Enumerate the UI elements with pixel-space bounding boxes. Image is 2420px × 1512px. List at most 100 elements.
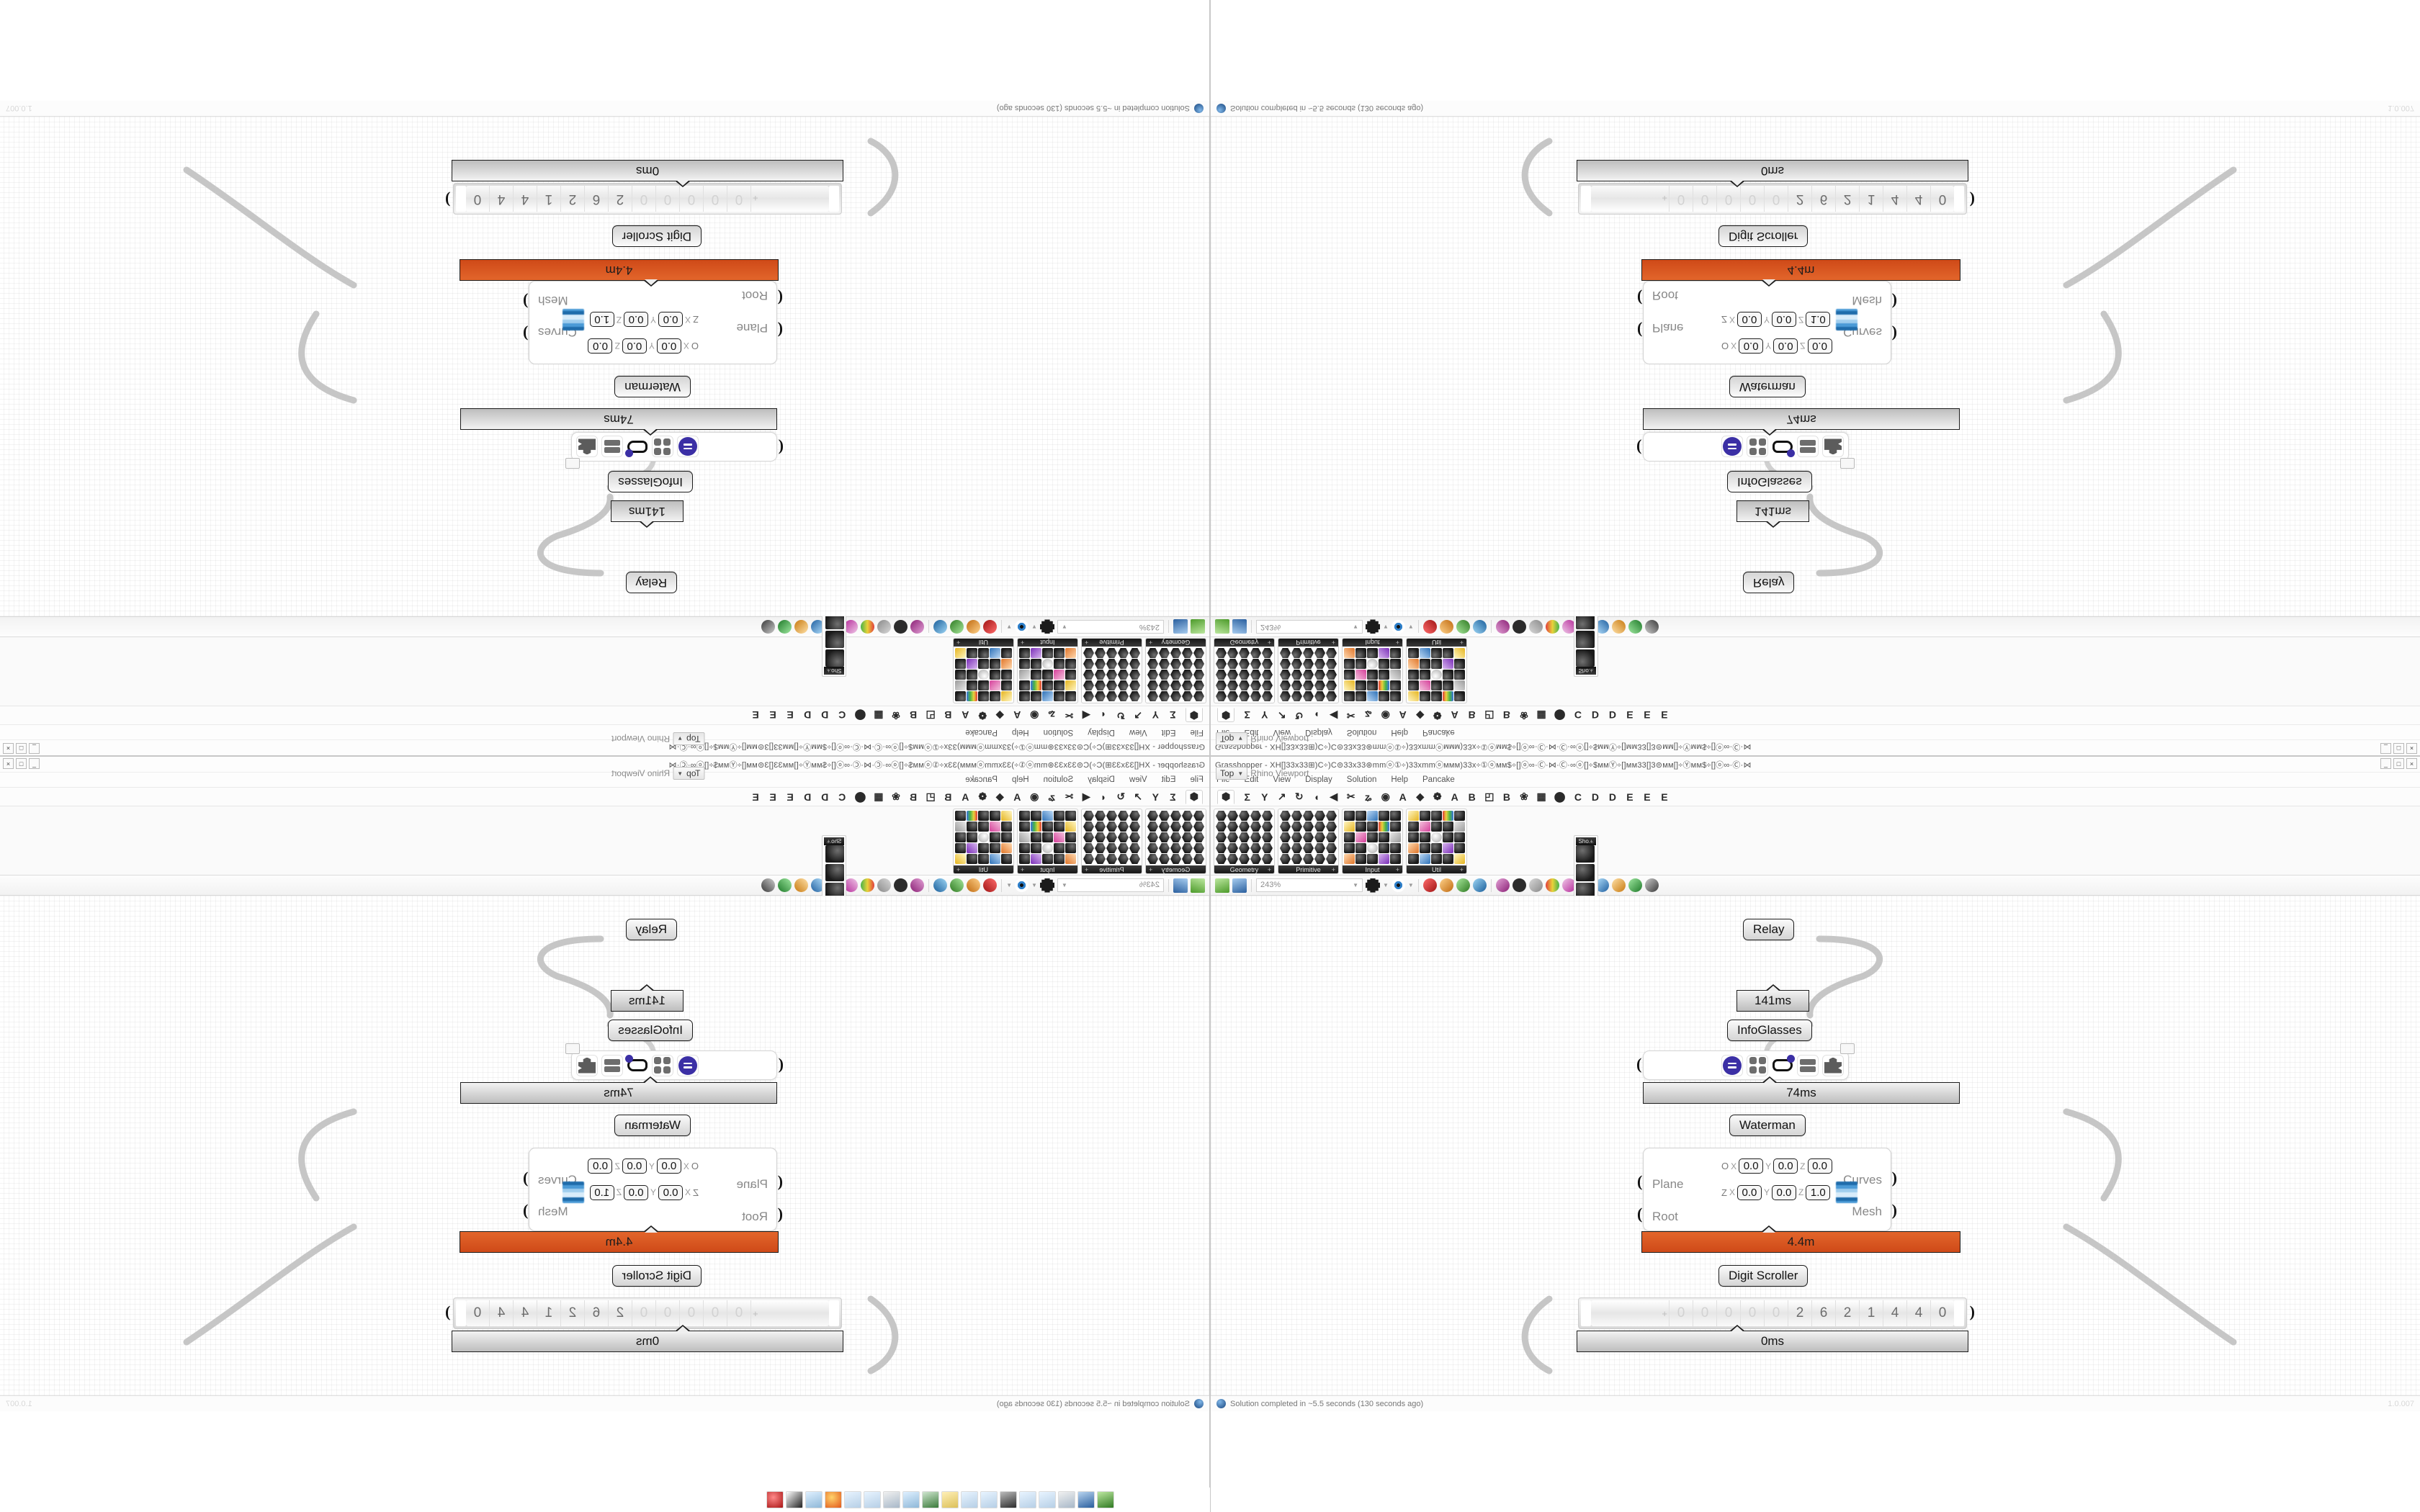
ribbon-component-icon[interactable] <box>1019 670 1030 680</box>
node-relay[interactable]: Relay <box>1743 919 1795 940</box>
ribbon-component-icon[interactable] <box>1344 659 1355 669</box>
node-digit-scroller-caption[interactable]: Digit Scroller <box>1718 1265 1809 1287</box>
ribbon-component-icon[interactable] <box>1390 659 1401 669</box>
ribbon-tab-16[interactable]: B <box>909 709 918 721</box>
ribbon-component-icon[interactable] <box>1355 832 1366 842</box>
open-file-icon[interactable] <box>1215 619 1229 634</box>
ribbon-group-util[interactable]: Util <box>1406 638 1467 703</box>
menu-file[interactable]: File <box>1190 728 1204 737</box>
ribbon-component-icon[interactable] <box>1001 811 1012 821</box>
gradient-icon[interactable] <box>1545 620 1559 634</box>
ribbon-component-icon[interactable] <box>1147 854 1158 864</box>
ribbon-component-icon[interactable] <box>1250 670 1261 680</box>
save-icon[interactable] <box>1077 1491 1095 1508</box>
folder-icon[interactable] <box>941 1491 959 1508</box>
ribbon-component-icon[interactable] <box>1431 854 1442 864</box>
ribbon-component-icon[interactable] <box>825 864 844 881</box>
scroller-digit-11[interactable]: 4 <box>490 186 514 212</box>
ribbon-component-icon[interactable] <box>1390 648 1401 658</box>
bake-icon[interactable] <box>967 878 981 892</box>
menu-display[interactable]: Display <box>1305 728 1332 737</box>
ribbon-component-icon[interactable] <box>1054 659 1065 669</box>
preview-eye-icon[interactable] <box>1015 620 1029 634</box>
scissors-icon[interactable] <box>1512 620 1526 634</box>
ribbon-tab-16[interactable]: B <box>1502 709 1511 721</box>
input-port-root[interactable]: ( <box>1637 1205 1643 1223</box>
ribbon-component-icon[interactable] <box>1031 670 1041 680</box>
settings-icon[interactable] <box>1644 620 1659 634</box>
origin-y-field[interactable]: 0.0 <box>1773 338 1798 354</box>
ribbon-component-icon[interactable] <box>1420 811 1430 821</box>
ribbon-component-icon[interactable] <box>978 822 989 832</box>
node-canvas[interactable]: Relay 141ms InfoGlasses ( <box>0 117 1209 616</box>
ribbon-tab-6[interactable]: ◀ <box>1082 710 1090 721</box>
ribbon-component-icon[interactable] <box>1408 691 1419 701</box>
menu-pancake[interactable]: Pancake <box>965 775 998 784</box>
ribbon-float-group[interactable]: Sho... <box>822 608 846 677</box>
ribbon-component-icon[interactable] <box>1408 832 1419 842</box>
menu-pancake[interactable]: Pancake <box>1422 775 1455 784</box>
menu-solution[interactable]: Solution <box>1043 728 1074 737</box>
ribbon-component-icon[interactable] <box>1182 854 1193 864</box>
scroller-digit-10[interactable]: 4 <box>514 186 537 212</box>
ribbon-component-icon[interactable] <box>1303 843 1314 853</box>
ribbon-component-icon[interactable] <box>1431 680 1442 690</box>
close-icon[interactable]: × <box>2406 758 2417 769</box>
ribbon-component-icon[interactable] <box>1019 811 1030 821</box>
ribbon-component-icon[interactable] <box>1118 659 1129 669</box>
ribbon-component-icon[interactable] <box>1443 648 1453 658</box>
ribbon-component-icon[interactable] <box>1250 822 1261 832</box>
ribbon-component-icon[interactable] <box>978 843 989 853</box>
scroller-digit-1[interactable]: 0 <box>727 186 751 212</box>
ribbon-component-icon[interactable] <box>1314 648 1325 658</box>
ribbon-component-icon[interactable] <box>1106 822 1117 832</box>
ribbon-tab-8[interactable]: ʑ <box>1364 791 1372 803</box>
note-flag-icon[interactable] <box>1840 458 1855 469</box>
menu-help[interactable]: Help <box>1011 775 1029 784</box>
ribbon-component-icon[interactable] <box>1344 680 1355 690</box>
flow-icon[interactable] <box>786 1491 803 1508</box>
timer-141-bar[interactable]: 141ms <box>611 984 684 1012</box>
infoglasses-component[interactable]: ( <box>1636 432 1855 469</box>
ribbon-group-primitive[interactable]: Primitive <box>1278 638 1339 703</box>
ribbon-component-icon[interactable] <box>1083 854 1094 864</box>
ribbon-component-icon[interactable] <box>990 659 1000 669</box>
ribbon-component-icon[interactable] <box>1379 811 1389 821</box>
ribbon-component-icon[interactable] <box>1106 854 1117 864</box>
ribbon-tab-24[interactable]: E <box>1644 709 1651 721</box>
ribbon-component-icon[interactable] <box>1118 811 1129 821</box>
infoglasses-label[interactable]: InfoGlasses <box>1727 1020 1812 1041</box>
ribbon-component-icon[interactable] <box>1182 670 1193 680</box>
ribbon-component-icon[interactable] <box>1083 648 1094 658</box>
scroller-digit-5[interactable]: 0 <box>632 186 656 212</box>
ribbon-tab-12[interactable]: ❁ <box>1433 791 1442 802</box>
ribbon-component-icon[interactable] <box>967 659 977 669</box>
ribbon-component-icon[interactable] <box>1420 691 1430 701</box>
viewport-view-dropdown-tr[interactable]: Top ▼ <box>1216 732 1248 745</box>
ribbon-component-icon[interactable] <box>1182 680 1193 690</box>
origin-x-field[interactable]: 0.0 <box>1739 1158 1764 1174</box>
node-timer-141[interactable]: 141ms <box>611 500 684 528</box>
ribbon-component-icon[interactable] <box>1083 670 1094 680</box>
ribbon-component-icon[interactable] <box>1031 832 1041 842</box>
menu-file[interactable]: File <box>1190 775 1204 784</box>
ribbon-component-icon[interactable] <box>1303 680 1314 690</box>
waterman-label[interactable]: Waterman <box>614 1115 691 1136</box>
ribbon-component-icon[interactable] <box>1042 670 1053 680</box>
ribbon-component-icon[interactable] <box>1355 691 1366 701</box>
ribbon-tab-14[interactable]: B <box>1468 709 1476 721</box>
ribbon-tab-5[interactable]: ◖ <box>1101 791 1107 803</box>
ribbon-component-icon[interactable] <box>1159 811 1170 821</box>
window-controls[interactable]: _ □ × <box>3 743 40 754</box>
ribbon-component-icon[interactable] <box>1106 659 1117 669</box>
digit-scroller-label[interactable]: Digit Scroller <box>1718 225 1809 247</box>
glass-button-goggles[interactable] <box>625 1054 648 1076</box>
ribbon-float-group[interactable]: Sho... <box>822 835 846 904</box>
ribbon-component-icon[interactable] <box>1193 822 1204 832</box>
ribbon-tab-14[interactable]: B <box>944 791 952 803</box>
save-file-icon[interactable] <box>1173 619 1188 634</box>
ribbon-component-icon[interactable] <box>1576 649 1595 667</box>
ribbon-component-icon[interactable] <box>967 648 977 658</box>
ribbon-component-icon[interactable] <box>1454 691 1465 701</box>
ribbon-tab-5[interactable]: ◖ <box>1313 709 1319 721</box>
